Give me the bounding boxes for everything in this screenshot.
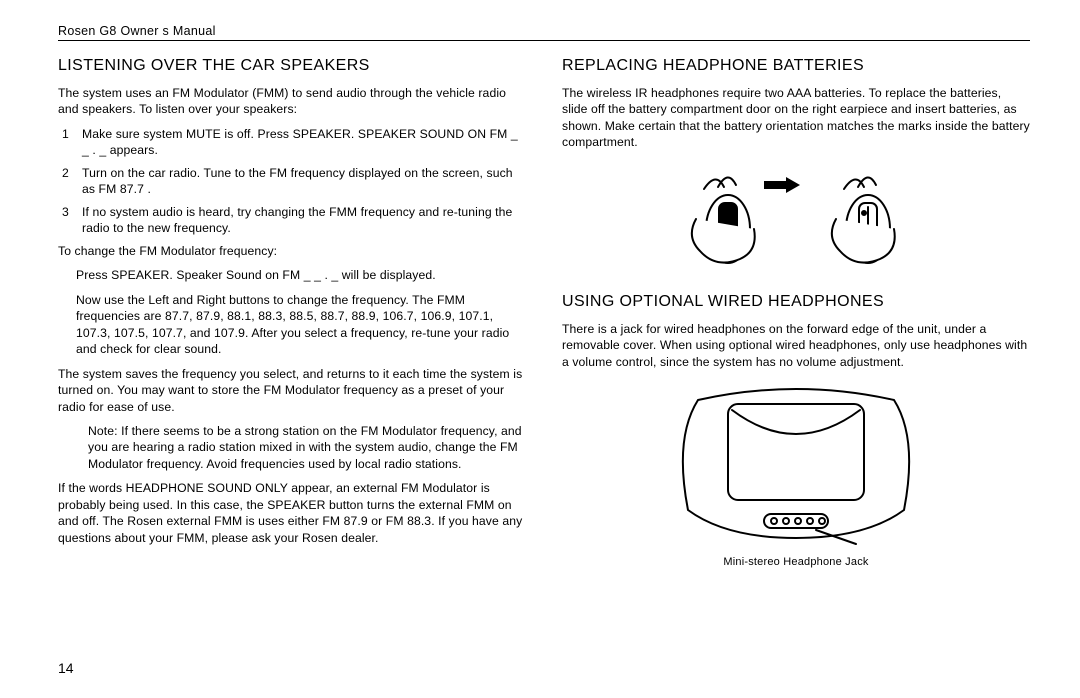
step-item: If no system audio is heard, try changin… bbox=[58, 204, 526, 237]
left-column: LISTENING OVER THE CAR SPEAKERS The syst… bbox=[58, 51, 526, 568]
battery-illustration bbox=[646, 159, 946, 279]
headphone-sound-paragraph: If the words HEADPHONE SOUND ONLY appear… bbox=[58, 480, 526, 546]
running-header: Rosen G8 Owner s Manual bbox=[58, 24, 1030, 38]
jack-caption: Mini-stereo Headphone Jack bbox=[562, 556, 1030, 568]
wired-headphones-paragraph: There is a jack for wired headphones on … bbox=[562, 321, 1030, 370]
change-freq-step-2: Now use the Left and Right buttons to ch… bbox=[58, 292, 526, 358]
header-rule bbox=[58, 40, 1030, 41]
page-number: 14 bbox=[58, 660, 74, 676]
two-column-layout: LISTENING OVER THE CAR SPEAKERS The syst… bbox=[58, 51, 1030, 568]
change-freq-label: To change the FM Modulator frequency: bbox=[58, 243, 526, 259]
heading-car-speakers: LISTENING OVER THE CAR SPEAKERS bbox=[58, 57, 526, 75]
headphone-jack-illustration bbox=[666, 378, 926, 548]
save-paragraph: The system saves the frequency you selec… bbox=[58, 366, 526, 415]
batteries-paragraph: The wireless IR headphones require two A… bbox=[562, 85, 1030, 151]
heading-replacing-batteries: REPLACING HEADPHONE BATTERIES bbox=[562, 57, 1030, 75]
heading-wired-headphones: USING OPTIONAL WIRED HEADPHONES bbox=[562, 293, 1030, 311]
intro-paragraph: The system uses an FM Modulator (FMM) to… bbox=[58, 85, 526, 118]
change-freq-step-1: Press SPEAKER. Speaker Sound on FM _ _ .… bbox=[58, 267, 526, 283]
manual-page: Rosen G8 Owner s Manual LISTENING OVER T… bbox=[0, 0, 1080, 698]
steps-list: Make sure system MUTE is off. Press SPEA… bbox=[58, 126, 526, 237]
note-paragraph: Note: If there seems to be a strong stat… bbox=[58, 423, 526, 472]
step-item: Turn on the car radio. Tune to the FM fr… bbox=[58, 165, 526, 198]
right-column: REPLACING HEADPHONE BATTERIES The wirele… bbox=[562, 51, 1030, 568]
step-item: Make sure system MUTE is off. Press SPEA… bbox=[58, 126, 526, 159]
